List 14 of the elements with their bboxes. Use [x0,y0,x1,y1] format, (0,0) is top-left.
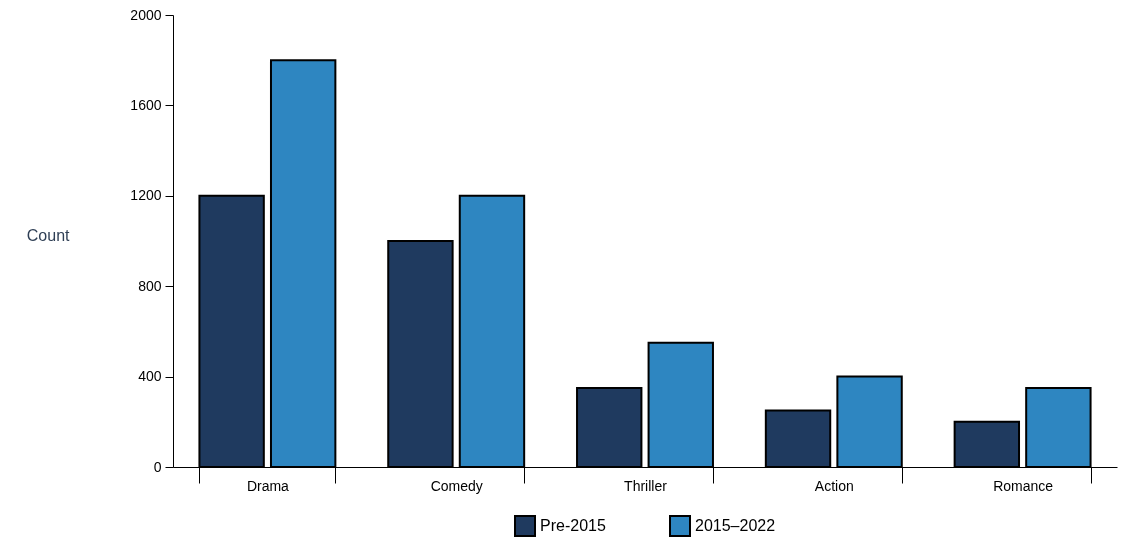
legend-label: 2015–2022 [695,517,776,534]
y-tick-label: 1600 [130,96,162,113]
x-tick-label: Comedy [430,477,483,494]
y-tick-label: 400 [138,368,162,385]
y-tick-label: 1200 [130,187,162,204]
x-tick-label: Romance [993,477,1054,494]
y-tick-label: 0 [153,458,162,475]
x-tick-label: Thriller [624,477,668,494]
y-tick-label: 2000 [130,6,162,23]
x-tick-label: Action [814,477,854,494]
y-tick-label: 800 [138,277,162,294]
x-tick-label: Drama [246,477,290,494]
y-axis-title: Count [26,226,71,244]
legend-label: Pre-2015 [540,517,606,534]
